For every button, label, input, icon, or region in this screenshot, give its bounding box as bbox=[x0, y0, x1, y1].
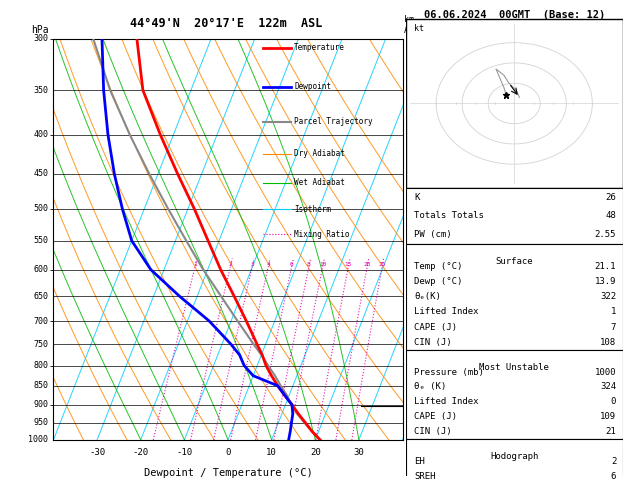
Text: 15: 15 bbox=[345, 262, 352, 267]
Text: 4: 4 bbox=[408, 274, 413, 283]
Text: 1: 1 bbox=[193, 262, 197, 267]
Text: 13.9: 13.9 bbox=[594, 278, 616, 286]
Text: -30: -30 bbox=[89, 448, 105, 457]
Text: Isotherm: Isotherm bbox=[294, 205, 331, 214]
Text: 550: 550 bbox=[33, 236, 48, 245]
Text: Pressure (mb): Pressure (mb) bbox=[415, 367, 484, 377]
Text: 950: 950 bbox=[33, 418, 48, 427]
Text: Temperature: Temperature bbox=[294, 43, 345, 52]
Text: 108: 108 bbox=[600, 338, 616, 347]
Text: 2: 2 bbox=[408, 359, 413, 367]
Text: -20: -20 bbox=[133, 448, 149, 457]
Text: 6: 6 bbox=[611, 472, 616, 481]
Text: 700: 700 bbox=[33, 316, 48, 326]
Text: 350: 350 bbox=[33, 86, 48, 95]
Text: 900: 900 bbox=[33, 400, 48, 409]
Text: 8: 8 bbox=[307, 262, 311, 267]
Text: Mixing Ratio: Mixing Ratio bbox=[294, 229, 350, 239]
Text: 1: 1 bbox=[611, 308, 616, 316]
Text: CAPE (J): CAPE (J) bbox=[415, 323, 457, 331]
Text: 48: 48 bbox=[606, 211, 616, 221]
Text: Dewpoint / Temperature (°C): Dewpoint / Temperature (°C) bbox=[143, 468, 313, 478]
Text: 850: 850 bbox=[33, 381, 48, 390]
Text: K: K bbox=[415, 193, 420, 202]
Text: 7: 7 bbox=[408, 139, 413, 148]
Text: 0: 0 bbox=[225, 448, 231, 457]
Text: -10: -10 bbox=[176, 448, 192, 457]
Text: Dewpoint: Dewpoint bbox=[294, 82, 331, 91]
Text: 800: 800 bbox=[33, 361, 48, 370]
Text: hPa: hPa bbox=[31, 25, 48, 35]
Text: CIN (J): CIN (J) bbox=[415, 427, 452, 436]
Text: 8: 8 bbox=[408, 91, 413, 101]
Text: 1000: 1000 bbox=[594, 367, 616, 377]
Text: 5: 5 bbox=[408, 230, 413, 239]
Text: 109: 109 bbox=[600, 412, 616, 421]
Bar bbox=[406, 244, 623, 349]
Text: 750: 750 bbox=[33, 340, 48, 348]
Text: 10: 10 bbox=[266, 448, 277, 457]
Text: CAPE (J): CAPE (J) bbox=[415, 412, 457, 421]
Text: 3: 3 bbox=[250, 262, 254, 267]
Text: Dry Adiabat: Dry Adiabat bbox=[294, 149, 345, 158]
Text: 4: 4 bbox=[266, 262, 270, 267]
Text: Totals Totals: Totals Totals bbox=[415, 211, 484, 221]
Text: PW (cm): PW (cm) bbox=[415, 230, 452, 239]
Text: 30: 30 bbox=[353, 448, 364, 457]
Text: CIN (J): CIN (J) bbox=[415, 338, 452, 347]
Bar bbox=[406, 188, 623, 244]
Text: 400: 400 bbox=[33, 130, 48, 139]
Text: 324: 324 bbox=[600, 382, 616, 391]
Text: 6: 6 bbox=[408, 185, 413, 194]
Text: 300: 300 bbox=[33, 35, 48, 43]
Text: kt: kt bbox=[415, 24, 425, 33]
Text: 2.55: 2.55 bbox=[594, 230, 616, 239]
Text: 20: 20 bbox=[310, 448, 321, 457]
Text: km
ASL: km ASL bbox=[404, 16, 420, 35]
Text: 20: 20 bbox=[364, 262, 371, 267]
Text: 0: 0 bbox=[611, 397, 616, 406]
Text: θₑ(K): θₑ(K) bbox=[415, 293, 442, 301]
Text: 1: 1 bbox=[408, 400, 413, 409]
Text: 1LCL: 1LCL bbox=[408, 401, 426, 410]
Text: 21: 21 bbox=[606, 427, 616, 436]
Text: Most Unstable: Most Unstable bbox=[479, 363, 549, 372]
Text: 600: 600 bbox=[33, 265, 48, 274]
Bar bbox=[406, 19, 623, 188]
Text: 44°49'N  20°17'E  122m  ASL: 44°49'N 20°17'E 122m ASL bbox=[130, 17, 323, 30]
Text: Lifted Index: Lifted Index bbox=[415, 397, 479, 406]
Text: Wet Adiabat: Wet Adiabat bbox=[294, 178, 345, 187]
Text: 1000: 1000 bbox=[28, 435, 48, 444]
Text: Hodograph: Hodograph bbox=[490, 452, 538, 461]
Text: EH: EH bbox=[415, 457, 425, 466]
Text: 06.06.2024  00GMT  (Base: 12): 06.06.2024 00GMT (Base: 12) bbox=[423, 10, 605, 19]
Text: 2: 2 bbox=[228, 262, 232, 267]
Text: 26: 26 bbox=[606, 193, 616, 202]
Bar bbox=[406, 439, 623, 486]
Text: 6: 6 bbox=[290, 262, 294, 267]
Text: 7: 7 bbox=[611, 323, 616, 331]
Text: 322: 322 bbox=[600, 293, 616, 301]
Text: 450: 450 bbox=[33, 170, 48, 178]
Text: SREH: SREH bbox=[415, 472, 436, 481]
Text: 500: 500 bbox=[33, 205, 48, 213]
Text: Dewp (°C): Dewp (°C) bbox=[415, 278, 463, 286]
Text: 3: 3 bbox=[408, 316, 413, 326]
Text: 25: 25 bbox=[379, 262, 386, 267]
Text: 650: 650 bbox=[33, 292, 48, 301]
Text: Parcel Trajectory: Parcel Trajectory bbox=[294, 118, 373, 126]
Bar bbox=[406, 349, 623, 439]
Text: 2: 2 bbox=[611, 457, 616, 466]
Text: Temp (°C): Temp (°C) bbox=[415, 262, 463, 271]
Text: Mixing Ratio (g/kg): Mixing Ratio (g/kg) bbox=[440, 195, 449, 283]
Text: 10: 10 bbox=[319, 262, 326, 267]
Text: 21.1: 21.1 bbox=[594, 262, 616, 271]
Text: Lifted Index: Lifted Index bbox=[415, 308, 479, 316]
Text: θₑ (K): θₑ (K) bbox=[415, 382, 447, 391]
Text: Surface: Surface bbox=[496, 257, 533, 266]
